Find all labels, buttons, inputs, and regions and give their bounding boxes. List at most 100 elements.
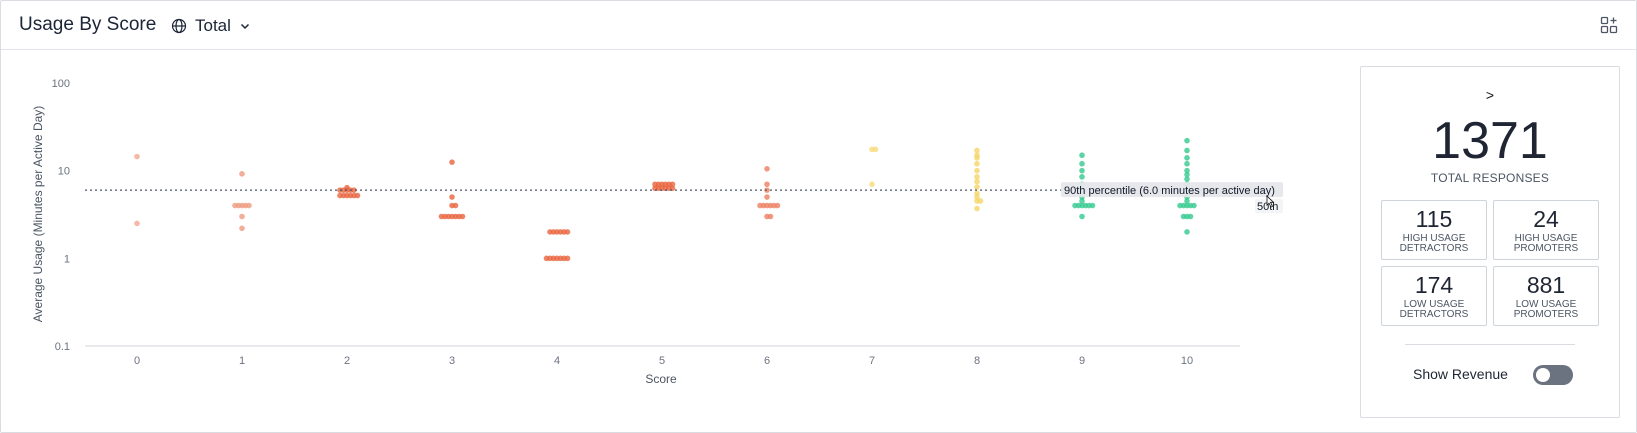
data-point (459, 213, 466, 220)
x-tick-label: 0 (134, 355, 140, 367)
data-point (239, 171, 245, 177)
data-point (764, 194, 770, 200)
data-point (246, 202, 252, 209)
data-point (232, 202, 238, 209)
box-label-line2: DETRACTORS (1399, 243, 1469, 254)
data-point (977, 198, 984, 204)
box-label-line1: LOW USAGE (1515, 299, 1577, 310)
total-responses-value: 1371 (1432, 112, 1548, 170)
data-point (564, 229, 571, 235)
mouse-cursor-icon (1266, 195, 1275, 208)
median-label-bg (1255, 199, 1283, 214)
data-point (669, 181, 676, 188)
x-tick-label: 1 (239, 355, 245, 367)
y-axis-title: Average Usage (Minutes per Active Day) (31, 106, 45, 323)
box-label-line1: LOW USAGE (1403, 299, 1465, 310)
data-point (337, 192, 343, 199)
box-label-line2: DETRACTORS (1399, 309, 1469, 320)
data-point (134, 220, 140, 227)
data-point (354, 192, 361, 199)
data-point (1184, 171, 1190, 178)
expand-caret[interactable]: > (1485, 87, 1495, 103)
data-point (1072, 202, 1078, 209)
data-point (1184, 198, 1190, 204)
data-point (1184, 137, 1190, 144)
usage-scatter-chart: 0.1 1 10 100 0 1 2 3 4 5 6 7 8 9 10 Score Average Usage … (31, 78, 1283, 386)
globe-icon (171, 18, 187, 34)
box-number: 24 (1533, 206, 1559, 232)
x-tick-label: 9 (1079, 355, 1085, 367)
box-label-line2: PROMOTERS (1513, 243, 1579, 254)
show-revenue-toggle[interactable] (1533, 365, 1573, 385)
data-point (1079, 160, 1085, 167)
x-tick-label: 4 (554, 355, 560, 367)
data-point (239, 225, 245, 232)
data-point (449, 159, 455, 165)
data-point (1184, 176, 1190, 182)
y-tick-label: 1 (64, 253, 70, 265)
scope-dropdown[interactable]: Total (171, 15, 251, 37)
y-tick-label: 100 (52, 78, 70, 90)
data-point (1184, 155, 1190, 161)
show-revenue-row: Show Revenue (1413, 363, 1573, 387)
data-point (1079, 167, 1085, 174)
data-point (974, 184, 980, 190)
data-point (974, 205, 980, 212)
box-label-line2: PROMOTERS (1513, 309, 1579, 320)
data-point (869, 181, 875, 188)
high-usage-detractors-box[interactable]: 115 HIGH USAGE DETRACTORS (1381, 200, 1487, 260)
data-point (134, 153, 140, 160)
box-label-line1: HIGH USAGE (1402, 233, 1466, 244)
low-usage-detractors-box[interactable]: 174 LOW USAGE DETRACTORS (1381, 266, 1487, 326)
data-point (351, 187, 357, 193)
data-point (974, 160, 980, 167)
data-point (974, 174, 980, 180)
divider (1405, 344, 1575, 345)
x-tick-label: 5 (659, 355, 665, 367)
toggle-knob (1536, 368, 1550, 382)
box-number: 881 (1526, 272, 1566, 298)
x-tick-label: 10 (1181, 355, 1193, 367)
data-point (872, 146, 879, 153)
data-point (974, 194, 980, 200)
x-tick-label: 2 (344, 355, 350, 367)
high-usage-promoters-box[interactable]: 24 HIGH USAGE PROMOTERS (1493, 200, 1599, 260)
card-title: Usage By Score (19, 14, 157, 35)
data-point (1187, 213, 1194, 220)
show-revenue-label: Show Revenue (1413, 366, 1508, 382)
data-point (1184, 160, 1190, 167)
data-point (974, 155, 980, 161)
data-point (974, 147, 980, 154)
data-point (1079, 174, 1085, 180)
data-point (1184, 167, 1190, 174)
box-number: 174 (1414, 272, 1454, 298)
data-point (1191, 202, 1197, 209)
x-tick-label: 6 (764, 355, 770, 367)
data-point (1184, 229, 1190, 235)
data-point (1079, 152, 1085, 159)
data-point (1180, 213, 1187, 220)
box-label-line1: HIGH USAGE (1514, 233, 1578, 244)
total-responses-label: TOTAL RESPONSES (1430, 171, 1550, 185)
data-point (757, 202, 763, 209)
data-point (774, 202, 781, 209)
x-tick-label: 7 (869, 355, 875, 367)
data-point (1184, 147, 1190, 154)
data-point (974, 167, 980, 174)
data-point (764, 166, 770, 172)
data-point (652, 181, 658, 188)
box-number: 115 (1415, 206, 1453, 232)
median-label: 50th (1257, 201, 1278, 213)
chevron-down-icon (240, 23, 249, 30)
x-axis-title: Score (645, 372, 677, 386)
data-point (449, 194, 455, 200)
y-tick-label: 0.1 (55, 341, 70, 353)
add-widget-icon[interactable] (1600, 16, 1618, 34)
data-point (564, 255, 571, 262)
data-point (764, 181, 770, 188)
low-usage-promoters-box[interactable]: 881 LOW USAGE PROMOTERS (1493, 266, 1599, 326)
card-header: Usage By Score Total (1, 1, 1636, 50)
data-point (239, 213, 245, 220)
x-tick-label: 8 (974, 355, 980, 367)
